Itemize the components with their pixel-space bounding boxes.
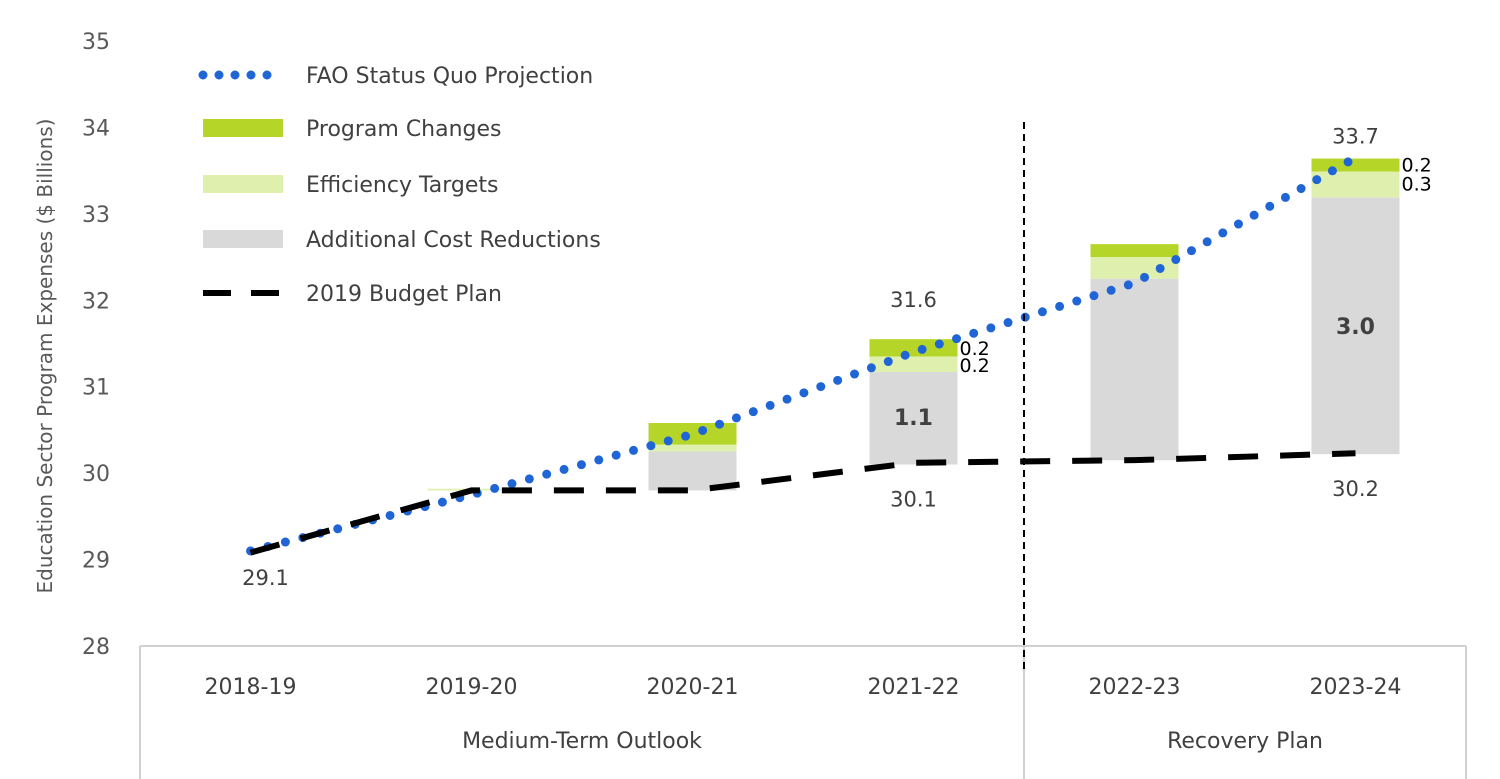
data-label: 30.2 (1332, 477, 1379, 501)
legend-label: FAO Status Quo Projection (306, 64, 593, 89)
legend-swatch (203, 175, 283, 193)
bar-segment-program-changes (1311, 158, 1400, 172)
bar-segment-program-changes (869, 339, 958, 357)
data-label: 0.3 (1402, 174, 1432, 196)
category-axis-frame (139, 122, 1467, 779)
data-label: 0.2 (1402, 155, 1432, 177)
data-label: 31.6 (890, 288, 937, 312)
group-label: Recovery Plan (1167, 729, 1323, 754)
y-tick-label: 34 (82, 116, 110, 141)
y-axis-ticks: 28 29 30 31 32 33 34 35 (82, 30, 110, 660)
data-label: 3.0 (1336, 315, 1375, 340)
legend-label: Additional Cost Reductions (306, 228, 601, 253)
group-labels: Medium-Term Outlook Recovery Plan (462, 729, 1323, 754)
bar-segment-program-changes (1090, 244, 1179, 258)
category-label: 2020-21 (647, 675, 739, 700)
y-tick-label: 29 (82, 549, 110, 574)
data-label: 30.1 (890, 488, 937, 512)
category-label: 2021-22 (868, 675, 960, 700)
data-label: 1.1 (894, 406, 933, 431)
bar-segment-efficiency-targets (648, 444, 737, 452)
legend-label: Program Changes (306, 117, 502, 142)
legend-swatch (203, 230, 283, 248)
y-tick-label: 30 (82, 462, 110, 487)
y-tick-label: 35 (82, 30, 110, 55)
data-label: 29.1 (242, 566, 289, 590)
data-label: 0.2 (960, 338, 990, 360)
bar-segment-efficiency-targets (869, 356, 958, 373)
legend-swatch (203, 119, 283, 137)
data-label: 0.2 (960, 355, 990, 377)
bar-segment-efficiency-targets (1090, 257, 1179, 279)
data-label: 33.7 (1332, 124, 1379, 148)
legend-label: Efficiency Targets (306, 173, 499, 198)
series-lines (246, 153, 1360, 556)
y-tick-label: 28 (82, 635, 110, 660)
category-label: 2019-20 (426, 675, 518, 700)
legend-label: 2019 Budget Plan (306, 282, 502, 307)
data-labels: 29.131.60.20.21.130.133.70.20.33.030.2 (242, 124, 1432, 590)
y-tick-label: 33 (82, 203, 110, 228)
category-label: 2023-24 (1310, 675, 1402, 700)
category-labels: 2018-19 2019-20 2020-21 2021-22 2022-23 2023-… (205, 675, 1402, 700)
bar-segment-efficiency-targets (1311, 171, 1400, 198)
series-line-2019-budget-plan (249, 450, 1356, 556)
group-label: Medium-Term Outlook (462, 729, 702, 754)
category-label: 2018-19 (205, 675, 297, 700)
category-label: 2022-23 (1089, 675, 1181, 700)
y-axis-label: Education Sector Program Expenses ($ Bil… (33, 119, 57, 594)
y-tick-label: 31 (82, 376, 110, 401)
series-line-fao-status-quo-projection (246, 153, 1360, 556)
legend: FAO Status Quo Projection Program Changes… (198, 64, 601, 307)
bar-segment-additional-cost-reductions (869, 372, 958, 465)
stacked-bars (427, 158, 1400, 491)
bar-segment-additional-cost-reductions (1311, 197, 1400, 455)
bar-segment-additional-cost-reductions (1090, 278, 1179, 461)
y-tick-label: 32 (82, 289, 110, 314)
